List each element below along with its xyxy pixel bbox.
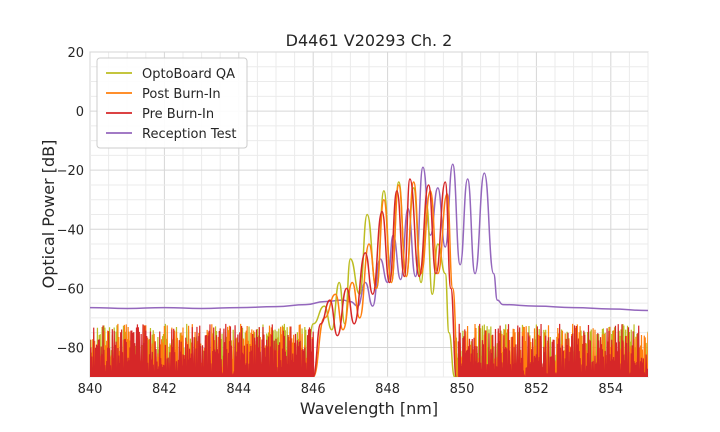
x-axis-title: Wavelength [nm] <box>300 399 438 418</box>
series-reception-test <box>90 163 648 312</box>
y-tick-label: −40 <box>57 223 84 238</box>
y-axis-ticks: 20 0 −20 −40 −60 −80 <box>57 46 84 356</box>
legend-label: Reception Test <box>142 127 236 142</box>
y-tick-label: 0 <box>76 105 84 120</box>
legend-label: OptoBoard QA <box>142 67 235 82</box>
x-tick-label: 842 <box>152 382 177 397</box>
y-tick-label: −20 <box>57 164 84 179</box>
series-line <box>312 181 460 377</box>
x-axis-ticks: 840 842 844 846 848 850 852 854 <box>78 382 624 397</box>
x-tick-label: 844 <box>226 382 251 397</box>
y-axis-title: Optical Power [dB] <box>39 140 58 289</box>
x-tick-label: 846 <box>301 382 326 397</box>
chart-title: D4461 V20293 Ch. 2 <box>286 31 453 50</box>
x-tick-label: 852 <box>524 382 549 397</box>
legend-box <box>96 57 248 149</box>
legend-label: Post Burn-In <box>142 87 221 102</box>
noise-floor-line <box>457 323 648 377</box>
series-layer <box>90 163 648 377</box>
series-line <box>90 163 648 312</box>
y-tick-label: 20 <box>67 46 84 61</box>
x-tick-label: 848 <box>375 382 400 397</box>
y-tick-label: −80 <box>57 341 84 356</box>
legend-label: Pre Burn-In <box>142 107 214 122</box>
y-tick-label: −60 <box>57 282 84 297</box>
series-pre-burn-in <box>90 178 648 377</box>
x-tick-label: 850 <box>450 382 475 397</box>
series-line <box>312 178 458 377</box>
x-tick-label: 854 <box>598 382 623 397</box>
legend: OptoBoard QA Post Burn-In Pre Burn-In Recep… <box>96 57 248 149</box>
noise-floor-line <box>90 323 315 377</box>
x-tick-label: 840 <box>78 382 103 397</box>
